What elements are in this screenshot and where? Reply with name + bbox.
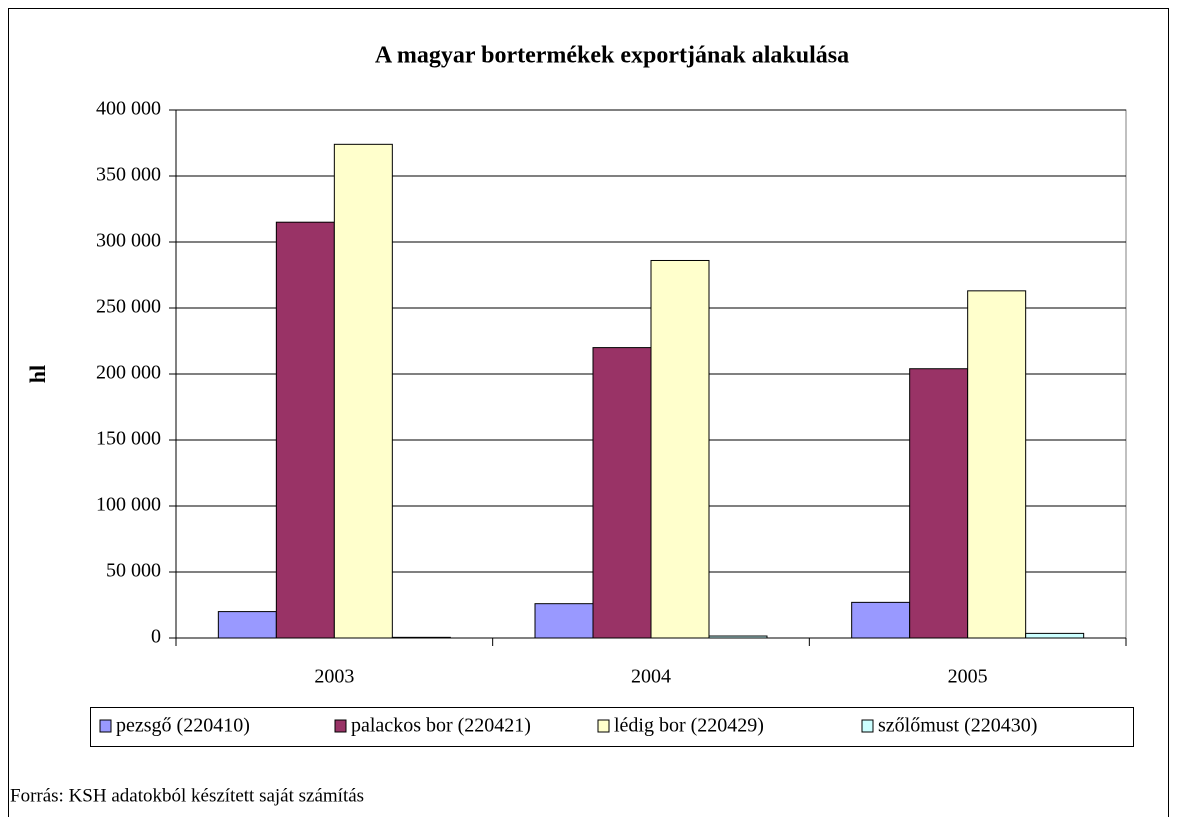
legend-label: palackos bor (220421) bbox=[351, 715, 531, 737]
y-tick-label: 150 000 bbox=[96, 428, 161, 450]
bar bbox=[1025, 632, 1085, 639]
y-tick-label: 50 000 bbox=[106, 560, 161, 582]
y-tick-label: 0 bbox=[151, 626, 161, 648]
y-tick-label: 250 000 bbox=[96, 296, 161, 318]
chart-border bbox=[8, 8, 1169, 817]
legend-label: szőlőmust (220430) bbox=[878, 715, 1037, 737]
bar bbox=[851, 601, 911, 639]
x-tick-label: 2003 bbox=[314, 666, 354, 688]
legend-swatch bbox=[334, 719, 347, 733]
bar bbox=[275, 221, 335, 639]
bar bbox=[534, 603, 594, 639]
legend bbox=[90, 707, 1134, 747]
y-tick-label: 350 000 bbox=[96, 164, 161, 186]
bar bbox=[708, 635, 768, 639]
y-axis-label: hl bbox=[25, 365, 50, 383]
bar bbox=[217, 611, 277, 639]
x-tick-label: 2005 bbox=[948, 666, 988, 688]
bar bbox=[592, 347, 652, 639]
y-tick-label: 300 000 bbox=[96, 230, 161, 252]
source: Forrás: KSH adatokból készített saját sz… bbox=[10, 785, 364, 806]
legend-label: lédig bor (220429) bbox=[614, 715, 764, 737]
bar bbox=[333, 143, 393, 639]
x-tick-label: 2004 bbox=[631, 666, 671, 688]
bar bbox=[967, 290, 1027, 639]
bar bbox=[391, 636, 451, 639]
legend-swatch bbox=[861, 719, 874, 733]
legend-label: pezsgő (220410) bbox=[116, 715, 250, 737]
y-tick-label: 400 000 bbox=[96, 98, 161, 120]
bar bbox=[650, 259, 710, 639]
legend-swatch bbox=[99, 719, 112, 733]
legend-swatch bbox=[597, 719, 610, 733]
bar bbox=[909, 368, 969, 639]
chart-title: A magyar bortermékek exportjának alakulá… bbox=[375, 43, 849, 69]
y-tick-label: 200 000 bbox=[96, 362, 161, 384]
y-tick-label: 100 000 bbox=[96, 494, 161, 516]
